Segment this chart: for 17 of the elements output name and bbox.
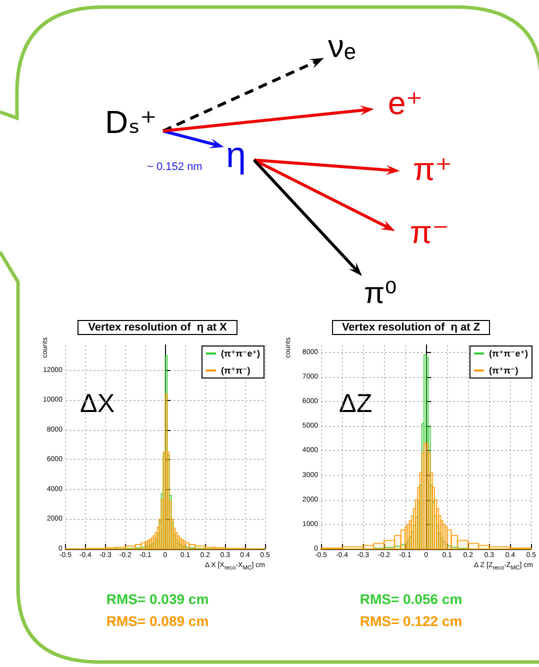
text: RMS= 0.039 cm — [106, 591, 209, 607]
annotation: ΔX — [80, 388, 115, 418]
text: RMS= 0.089 cm — [106, 613, 209, 629]
text: η — [226, 134, 246, 175]
text: π⁻ — [410, 214, 449, 250]
chart-title: Vertex resolution of η at Z — [342, 322, 480, 334]
text: RMS= 0.056 cm — [360, 591, 462, 607]
annotation: ΔZ — [339, 388, 372, 418]
text: ~ 0.152 nm — [147, 161, 202, 173]
text: RMS= 0.122 cm — [360, 613, 462, 629]
text: π⁰ — [364, 277, 397, 310]
legend-label: (π⁺π⁻e⁺) — [488, 348, 528, 358]
legend-label: (π⁺π⁻) — [220, 366, 250, 376]
legend-label: (π⁺π⁻e⁺) — [220, 348, 260, 358]
legend-label: (π⁺π⁻) — [488, 366, 518, 376]
text: π⁺ — [413, 151, 452, 187]
chart-title: Vertex resolution of η at X — [88, 322, 228, 334]
